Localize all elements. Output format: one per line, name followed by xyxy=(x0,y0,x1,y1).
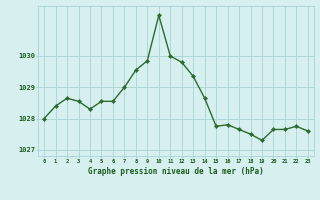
X-axis label: Graphe pression niveau de la mer (hPa): Graphe pression niveau de la mer (hPa) xyxy=(88,167,264,176)
